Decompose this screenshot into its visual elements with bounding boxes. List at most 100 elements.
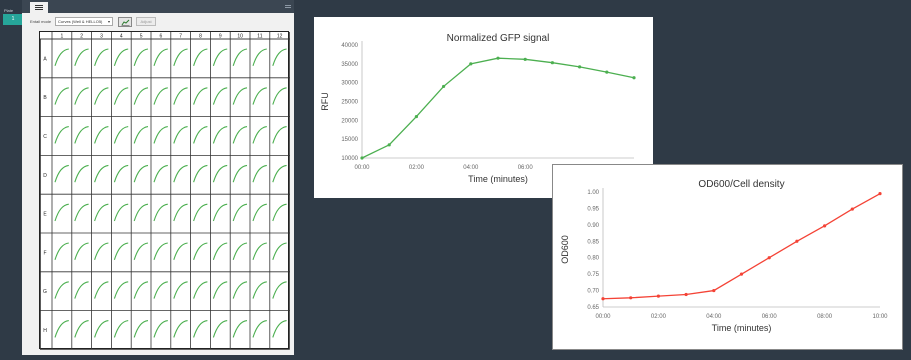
- well-G9[interactable]: [212, 281, 228, 299]
- well-G12[interactable]: [272, 281, 287, 299]
- well-B12[interactable]: [272, 87, 287, 105]
- well-E5[interactable]: [133, 203, 149, 222]
- well-D10[interactable]: [232, 164, 248, 183]
- well-G8[interactable]: [193, 281, 208, 299]
- well-G6[interactable]: [153, 281, 168, 299]
- well-B9[interactable]: [212, 87, 228, 105]
- well-F4[interactable]: [113, 242, 129, 260]
- well-G1[interactable]: [54, 281, 69, 299]
- well-D4[interactable]: [113, 164, 129, 183]
- well-C10[interactable]: [232, 126, 248, 144]
- well-H1[interactable]: [54, 320, 69, 338]
- well-A7[interactable]: [173, 48, 188, 66]
- well-F8[interactable]: [193, 242, 208, 260]
- well-B6[interactable]: [153, 87, 168, 105]
- well-F9[interactable]: [212, 242, 228, 260]
- plot-button[interactable]: [118, 17, 132, 27]
- well-C8[interactable]: [193, 126, 208, 144]
- well-C5[interactable]: [133, 126, 149, 144]
- well-H3[interactable]: [94, 320, 109, 338]
- well-H6[interactable]: [153, 320, 168, 338]
- well-A6[interactable]: [153, 48, 168, 66]
- well-D2[interactable]: [74, 164, 89, 183]
- well-E1[interactable]: [54, 203, 69, 222]
- well-E2[interactable]: [74, 203, 89, 222]
- well-E4[interactable]: [113, 203, 129, 222]
- well-E10[interactable]: [232, 203, 248, 222]
- well-A3[interactable]: [94, 48, 109, 66]
- sidebar-item-plate[interactable]: 1: [3, 14, 23, 25]
- adjust-button[interactable]: Adjust: [136, 17, 156, 26]
- well-B2[interactable]: [74, 87, 89, 105]
- well-C2[interactable]: [74, 126, 89, 144]
- well-E7[interactable]: [173, 203, 188, 222]
- well-F10[interactable]: [232, 242, 248, 260]
- well-G7[interactable]: [173, 281, 188, 299]
- well-D6[interactable]: [153, 164, 168, 183]
- tab-plate-view[interactable]: [30, 2, 48, 13]
- well-C7[interactable]: [173, 126, 188, 144]
- well-H2[interactable]: [74, 320, 89, 338]
- well-H11[interactable]: [252, 320, 267, 338]
- well-A1[interactable]: [54, 48, 69, 66]
- well-H4[interactable]: [113, 320, 129, 338]
- well-H10[interactable]: [232, 320, 248, 338]
- well-D11[interactable]: [252, 164, 267, 183]
- well-F12[interactable]: [272, 242, 287, 260]
- well-C12[interactable]: [272, 126, 287, 144]
- well-B7[interactable]: [173, 87, 188, 105]
- well-H8[interactable]: [193, 320, 208, 338]
- well-E3[interactable]: [94, 203, 109, 222]
- well-C1[interactable]: [54, 126, 69, 144]
- well-B10[interactable]: [232, 87, 248, 105]
- well-D12[interactable]: [272, 164, 287, 183]
- well-F1[interactable]: [54, 242, 69, 260]
- well-E12[interactable]: [272, 203, 287, 222]
- well-A9[interactable]: [212, 48, 228, 66]
- well-F3[interactable]: [94, 242, 109, 260]
- well-B3[interactable]: [94, 87, 109, 105]
- well-A2[interactable]: [74, 48, 89, 66]
- well-F6[interactable]: [153, 242, 168, 260]
- well-D7[interactable]: [173, 164, 188, 183]
- well-G2[interactable]: [74, 281, 89, 299]
- well-A10[interactable]: [232, 48, 248, 66]
- well-F11[interactable]: [252, 242, 267, 260]
- drag-handle-icon[interactable]: [285, 5, 291, 8]
- well-H9[interactable]: [212, 320, 228, 338]
- well-G4[interactable]: [113, 281, 129, 299]
- well-F7[interactable]: [173, 242, 188, 260]
- well-B4[interactable]: [113, 87, 129, 105]
- well-F2[interactable]: [74, 242, 89, 260]
- well-B5[interactable]: [133, 87, 149, 105]
- well-C3[interactable]: [94, 126, 109, 144]
- well-G11[interactable]: [252, 281, 267, 299]
- well-E6[interactable]: [153, 203, 168, 222]
- well-D8[interactable]: [193, 164, 208, 183]
- well-A11[interactable]: [252, 48, 267, 66]
- well-A4[interactable]: [113, 48, 129, 66]
- well-G5[interactable]: [133, 281, 149, 299]
- well-H5[interactable]: [133, 320, 149, 338]
- mode-select[interactable]: Curves (Well & HELLO5) ▾: [55, 17, 113, 26]
- well-C9[interactable]: [212, 126, 228, 144]
- well-A8[interactable]: [193, 48, 208, 66]
- well-B11[interactable]: [252, 87, 267, 105]
- well-D1[interactable]: [54, 164, 69, 183]
- well-C4[interactable]: [113, 126, 129, 144]
- well-C11[interactable]: [252, 126, 267, 144]
- well-D5[interactable]: [133, 164, 149, 183]
- well-G3[interactable]: [94, 281, 109, 299]
- well-A5[interactable]: [133, 48, 149, 66]
- well-B1[interactable]: [54, 87, 69, 105]
- well-G10[interactable]: [232, 281, 248, 299]
- well-F5[interactable]: [133, 242, 149, 260]
- well-A12[interactable]: [272, 48, 287, 66]
- well-B8[interactable]: [193, 87, 208, 105]
- well-C6[interactable]: [153, 126, 168, 144]
- well-D3[interactable]: [94, 164, 109, 183]
- well-E11[interactable]: [252, 203, 267, 222]
- well-D9[interactable]: [212, 164, 228, 183]
- well-H7[interactable]: [173, 320, 188, 338]
- well-E8[interactable]: [193, 203, 208, 222]
